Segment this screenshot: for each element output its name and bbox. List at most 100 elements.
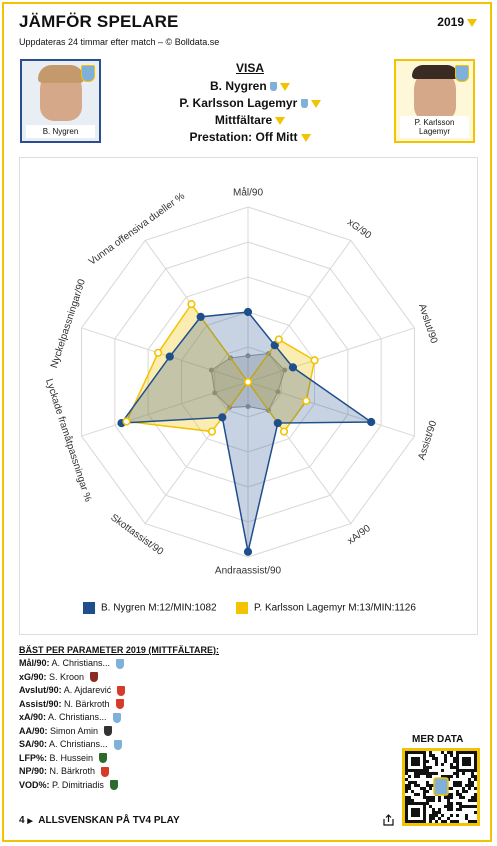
qr-module [474,775,477,778]
qr-module [420,787,423,790]
qr-module [441,775,444,778]
qr-module [417,775,420,778]
qr-module [429,820,432,823]
qr-module [405,787,408,790]
qr-module [450,754,453,757]
qr-module [429,772,432,775]
radar-panel: Mål/90 xG/90 Avslut/90 Assist/90 xA/90 Andraa… [19,157,478,635]
club-badge-icon [99,753,108,764]
radar-axis-label: Mål/90 [233,187,263,199]
best-player: S. Kroon [46,671,85,682]
qr-module [405,790,408,793]
best-player: P. Dimitriadis [49,779,104,790]
qr-module [423,796,426,799]
tv4-link[interactable]: 4 ▶ ALLSVENSKAN PÅ TV4 PLAY [19,815,180,826]
best-row: xG/90: S. Kroon [19,671,99,683]
qr-module [453,784,456,787]
radar-series-point [207,427,217,436]
prestation-value: Prestation: Off Mitt [189,130,298,144]
player-card-left[interactable]: B. Nygren [20,59,101,143]
chevron-down-icon [467,18,477,27]
qr-module [432,796,435,799]
qr-module [453,772,456,775]
qr-module [471,820,474,823]
qr-module [444,754,447,757]
radar-axis-line [247,327,415,383]
qr-module [447,808,450,811]
qr-module [429,754,432,757]
qr-module [441,814,444,817]
club-badge-icon [117,685,126,696]
qr-module [411,781,414,784]
radar-series-point [154,348,163,357]
qr-module [474,793,477,796]
qr-module [408,787,411,790]
qr-module [423,790,426,793]
player-card-right[interactable]: P. Karlsson Lagemyr [394,59,475,143]
qr-module [459,805,462,808]
qr-module [444,805,447,808]
radar-axis-label: Skottassist/90 [108,512,165,558]
qr-module [462,772,465,775]
update-note: Uppdateras 24 timmar efter match – © Bol… [19,37,220,47]
play-icon: ▶ [27,818,33,825]
qr-module [471,799,474,802]
qr-module [465,805,468,808]
qr-module [450,751,453,754]
player2-select[interactable]: P. Karlsson Lagemyr [140,96,360,110]
qr-code[interactable] [402,748,480,826]
qr-module [453,820,456,823]
qr-module [414,775,417,778]
qr-module [444,775,447,778]
radar-series-point [243,307,253,317]
radar-chart: Mål/90 xG/90 Avslut/90 Assist/90 xA/90 Andraa… [43,187,439,577]
qr-module [441,820,444,823]
radar-series-point [279,427,289,436]
qr-module [468,781,471,784]
best-label: Avslut/90: [19,685,62,695]
qr-module [438,796,441,799]
best-player: A. Ajdarević [61,685,112,695]
best-player: A. Christians... [47,739,108,749]
legend-series-2[interactable]: P. Karlsson Lagemyr M:13/MIN:1126 [236,602,416,614]
qr-module [432,808,435,811]
qr-module [468,787,471,790]
radar-average-point [275,389,281,395]
best-label: AA/90: [19,725,48,736]
tv4-logo-icon: 4 [19,815,25,826]
position-select[interactable]: Mittfältare [140,113,360,127]
qr-module [459,808,462,811]
best-title: BÄST PER PARAMETER 2019 (MITTFÄLTARE): [19,645,220,655]
year-select[interactable]: 2019 [437,15,477,29]
qr-finder [462,757,471,766]
qr-module [462,805,465,808]
radar-average-point [208,367,214,373]
qr-module [435,814,438,817]
best-label: VOD%: [19,779,50,790]
qr-module [456,772,459,775]
qr-module [429,784,432,787]
club-badge-icon [109,780,118,791]
qr-module [468,784,471,787]
qr-module [474,820,477,823]
qr-module [453,757,456,760]
prestation-select[interactable]: Prestation: Off Mitt [140,130,360,144]
qr-module [468,805,471,808]
radar-axis-label: Vunna offensiva dueller % [87,191,187,268]
club-badge-icon [300,99,308,109]
qr-module [444,796,447,799]
qr-module [435,757,438,760]
year-value: 2019 [437,15,464,29]
qr-module [447,805,450,808]
club-badge-icon [90,672,99,683]
share-icon[interactable] [383,814,394,826]
qr-module [450,814,453,817]
qr-module [456,808,459,811]
qr-module [426,799,429,802]
qr-module [456,781,459,784]
qr-module [474,805,477,808]
player1-select[interactable]: B. Nygren [140,79,360,93]
qr-module [429,799,432,802]
legend-series-1[interactable]: B. Nygren M:12/MIN:1082 [83,602,217,614]
radar-series-point [187,300,196,309]
